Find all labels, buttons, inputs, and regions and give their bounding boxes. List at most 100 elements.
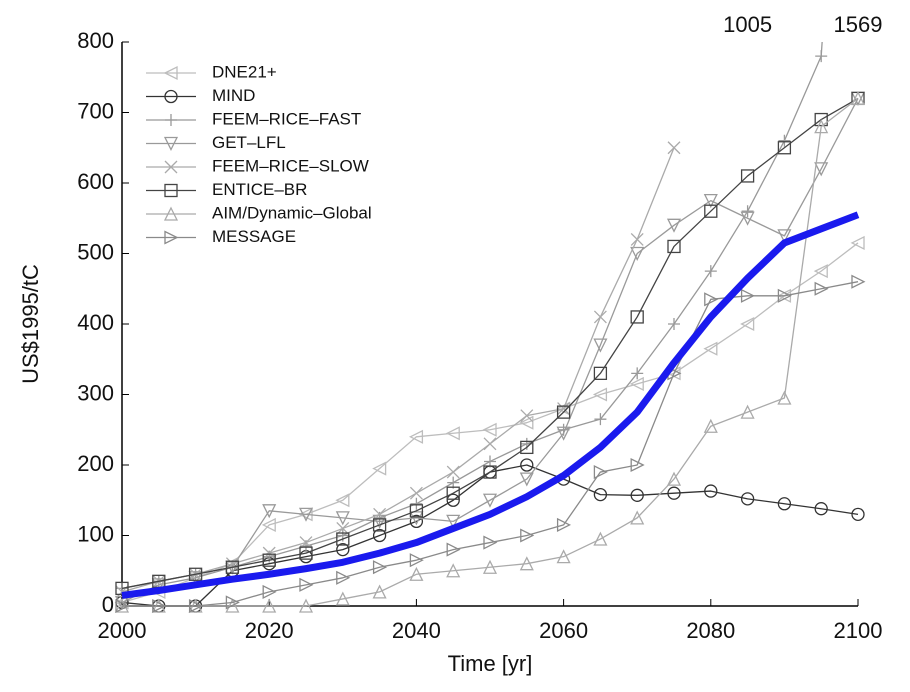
marker [814, 112, 828, 127]
legend-label: AIM/Dynamic–Global [212, 203, 372, 222]
marker [482, 422, 497, 437]
marker [814, 162, 829, 177]
marker [225, 598, 240, 613]
marker [408, 429, 424, 444]
marker [445, 426, 460, 441]
marker [261, 517, 276, 532]
marker [740, 404, 755, 419]
marker [225, 595, 240, 610]
marker [815, 50, 828, 63]
marker [164, 230, 179, 245]
marker [372, 514, 387, 529]
marker [593, 366, 608, 381]
marker [593, 487, 608, 502]
marker [592, 387, 608, 402]
y-tick-label: 100 [77, 521, 114, 546]
series-line [121, 98, 859, 604]
marker [593, 310, 607, 324]
marker [630, 310, 644, 324]
marker [372, 528, 387, 543]
marker [262, 584, 277, 599]
marker [262, 598, 277, 613]
marker [740, 288, 756, 303]
marker [446, 465, 460, 479]
marker [520, 440, 534, 455]
marker [666, 471, 682, 486]
legend-label: GET–LFL [212, 133, 286, 152]
marker [704, 204, 718, 218]
marker [668, 318, 680, 330]
marker [409, 553, 424, 568]
marker [409, 514, 424, 529]
marker [741, 205, 754, 218]
marker [704, 265, 717, 278]
marker [667, 141, 681, 155]
x-tick-label: 2100 [834, 618, 883, 643]
marker [777, 497, 792, 511]
marker [483, 465, 497, 479]
legend-label: MIND [212, 86, 255, 105]
marker [704, 292, 719, 307]
marker [482, 559, 498, 574]
marker [483, 535, 498, 550]
series-line [122, 97, 859, 607]
marker [777, 390, 792, 405]
marker [850, 90, 866, 106]
marker [152, 598, 167, 614]
marker [115, 598, 130, 614]
y-tick-label: 800 [77, 28, 114, 53]
x-tick-label: 2020 [245, 618, 294, 643]
marker [372, 584, 387, 599]
marker [778, 134, 791, 147]
legend: DNE21+ MIND FEEM–RICE–FAST GET–LFL FEEM–RICE… [146, 62, 372, 246]
marker [409, 504, 424, 518]
marker [262, 546, 276, 560]
marker [593, 338, 608, 353]
marker [163, 65, 178, 81]
marker [814, 502, 828, 516]
marker [850, 235, 865, 250]
marker [188, 567, 203, 581]
offscale-label: 1569 [834, 12, 883, 37]
marker [666, 218, 682, 233]
y-tick-label: 500 [77, 239, 114, 264]
marker [409, 566, 424, 581]
marker [446, 563, 461, 578]
marker [372, 461, 387, 476]
legend-label: FEEM–RICE–FAST [212, 109, 361, 128]
y-tick-label: 300 [77, 380, 114, 405]
marker [740, 169, 755, 183]
marker [165, 114, 177, 126]
marker [299, 577, 314, 592]
marker [814, 119, 829, 134]
marker [593, 531, 608, 546]
marker [410, 497, 423, 510]
marker [114, 595, 130, 610]
y-tick-label: 600 [77, 169, 114, 194]
marker [163, 206, 179, 221]
marker [667, 239, 681, 254]
marker [519, 415, 534, 430]
marker [335, 511, 350, 526]
x-tick-label: 2060 [539, 618, 588, 643]
marker [556, 549, 571, 564]
offscale-label: 1005 [723, 12, 772, 37]
marker [298, 598, 314, 613]
marker [262, 504, 277, 519]
marker [631, 367, 644, 380]
series-line [122, 281, 859, 607]
legend-label: ENTICE–BR [212, 180, 307, 199]
marker [482, 493, 498, 508]
series-line [121, 464, 859, 607]
y-tick-label: 400 [77, 310, 114, 335]
marker [630, 232, 644, 246]
marker [188, 598, 204, 614]
marker [630, 488, 644, 502]
marker [446, 486, 460, 500]
marker [813, 264, 828, 279]
y-axis-label: US$1995/tC [18, 264, 43, 384]
marker [777, 141, 792, 155]
y-tick-label: 0 [102, 592, 114, 617]
marker [740, 211, 755, 226]
